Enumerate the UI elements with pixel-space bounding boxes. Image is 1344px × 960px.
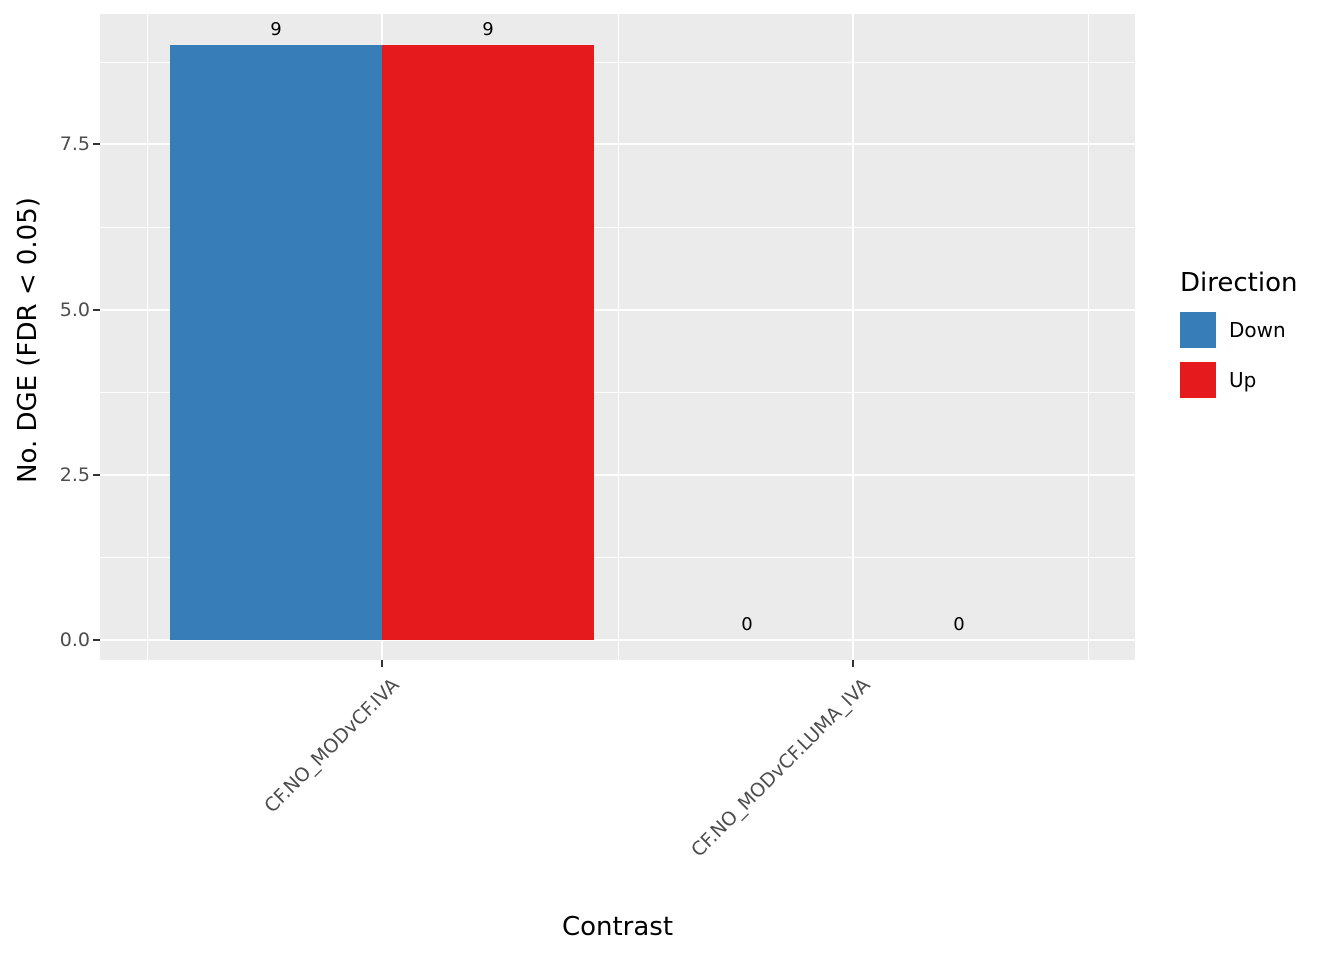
y-tick-label: 2.5 bbox=[59, 463, 90, 486]
x-axis-title: Contrast bbox=[561, 912, 674, 942]
plot-panel: 9 9 0 0 bbox=[100, 14, 1135, 660]
legend-title: Direction bbox=[1180, 268, 1298, 298]
y-tick-mark bbox=[93, 143, 100, 146]
y-tick-mark bbox=[93, 639, 100, 641]
x-tick-label: CF.NO_MODvCF.LUMA_IVA bbox=[687, 674, 875, 862]
y-tick-mark bbox=[93, 473, 100, 476]
legend: Direction Down Up bbox=[1180, 268, 1297, 412]
minor-gridline-vertical bbox=[617, 14, 619, 660]
x-tick-mark bbox=[381, 660, 383, 667]
bar-value-label: 0 bbox=[953, 614, 965, 635]
y-tick-label: 7.5 bbox=[59, 133, 90, 156]
major-gridline-horizontal bbox=[100, 308, 1135, 311]
major-gridline-horizontal bbox=[100, 639, 1135, 641]
y-tick-mark bbox=[93, 308, 100, 311]
minor-gridline-vertical bbox=[147, 14, 148, 660]
bar-up bbox=[382, 45, 594, 640]
legend-entry-down: Down bbox=[1180, 312, 1297, 348]
bar-value-label: 0 bbox=[741, 614, 753, 635]
y-tick-label: 5.0 bbox=[59, 298, 90, 321]
x-tick-mark bbox=[852, 660, 854, 667]
major-gridline-vertical bbox=[852, 14, 854, 660]
legend-key-up bbox=[1180, 362, 1216, 398]
legend-entries: Down Up bbox=[1180, 312, 1297, 398]
bar-down bbox=[170, 45, 382, 640]
legend-label: Down bbox=[1229, 318, 1286, 342]
bar-value-label: 9 bbox=[270, 19, 282, 41]
legend-label: Up bbox=[1229, 368, 1257, 392]
major-gridline-horizontal bbox=[100, 473, 1135, 476]
legend-entry-up: Up bbox=[1180, 362, 1297, 398]
major-gridline-horizontal bbox=[100, 143, 1135, 146]
y-axis-title: No. DGE (FDR < 0.05) bbox=[13, 197, 43, 483]
legend-key-down bbox=[1180, 312, 1216, 348]
bar-value-label: 9 bbox=[482, 19, 494, 41]
minor-gridline-vertical bbox=[1088, 14, 1089, 660]
x-tick-label: CF.NO_MODvCF.IVA bbox=[260, 674, 404, 818]
y-tick-label: 0.0 bbox=[59, 629, 90, 651]
